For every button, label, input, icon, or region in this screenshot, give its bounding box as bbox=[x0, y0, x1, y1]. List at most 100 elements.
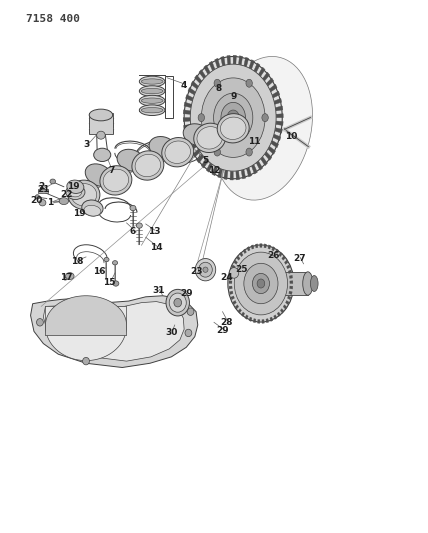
Text: 4: 4 bbox=[181, 81, 187, 90]
Ellipse shape bbox=[257, 279, 265, 288]
Ellipse shape bbox=[190, 64, 276, 171]
Polygon shape bbox=[233, 55, 236, 64]
Polygon shape bbox=[209, 61, 215, 70]
Ellipse shape bbox=[141, 108, 163, 113]
Text: 21: 21 bbox=[37, 185, 50, 194]
Text: 19: 19 bbox=[73, 209, 86, 218]
Polygon shape bbox=[268, 147, 276, 154]
Polygon shape bbox=[214, 56, 312, 200]
Polygon shape bbox=[188, 87, 195, 95]
Text: 30: 30 bbox=[165, 328, 178, 337]
Polygon shape bbox=[253, 319, 256, 323]
Ellipse shape bbox=[214, 93, 253, 142]
Text: 7158 400: 7158 400 bbox=[26, 14, 80, 24]
Polygon shape bbox=[227, 55, 231, 64]
Polygon shape bbox=[195, 75, 202, 83]
Polygon shape bbox=[280, 309, 284, 313]
Polygon shape bbox=[272, 247, 275, 251]
Polygon shape bbox=[267, 78, 273, 86]
Text: 25: 25 bbox=[235, 265, 248, 273]
Polygon shape bbox=[262, 319, 264, 324]
Ellipse shape bbox=[69, 187, 82, 197]
Polygon shape bbox=[231, 296, 235, 300]
Ellipse shape bbox=[135, 154, 160, 177]
Polygon shape bbox=[236, 171, 240, 180]
Polygon shape bbox=[286, 265, 290, 269]
Polygon shape bbox=[187, 138, 194, 144]
Polygon shape bbox=[270, 84, 277, 92]
Polygon shape bbox=[197, 155, 204, 163]
Ellipse shape bbox=[50, 179, 56, 184]
Text: 10: 10 bbox=[285, 132, 297, 141]
Text: 26: 26 bbox=[268, 252, 280, 260]
Text: 6: 6 bbox=[130, 228, 136, 237]
Ellipse shape bbox=[36, 319, 43, 326]
Polygon shape bbox=[240, 252, 243, 257]
Ellipse shape bbox=[68, 180, 100, 209]
Ellipse shape bbox=[253, 273, 270, 294]
Polygon shape bbox=[206, 163, 212, 172]
Polygon shape bbox=[249, 60, 255, 69]
Ellipse shape bbox=[140, 105, 165, 116]
Ellipse shape bbox=[84, 205, 101, 216]
Text: 23: 23 bbox=[191, 268, 203, 276]
Ellipse shape bbox=[214, 79, 220, 87]
Text: 24: 24 bbox=[220, 273, 233, 281]
Polygon shape bbox=[232, 265, 235, 269]
Polygon shape bbox=[191, 81, 198, 89]
Polygon shape bbox=[43, 302, 184, 361]
Polygon shape bbox=[254, 63, 260, 72]
Polygon shape bbox=[282, 256, 285, 260]
Ellipse shape bbox=[184, 56, 282, 179]
Polygon shape bbox=[247, 247, 250, 251]
Polygon shape bbox=[183, 118, 190, 122]
Text: 31: 31 bbox=[152, 286, 165, 295]
Polygon shape bbox=[289, 291, 292, 295]
Ellipse shape bbox=[220, 117, 246, 140]
Ellipse shape bbox=[174, 298, 181, 307]
Polygon shape bbox=[183, 110, 190, 114]
Ellipse shape bbox=[195, 259, 216, 281]
Ellipse shape bbox=[117, 149, 145, 171]
Ellipse shape bbox=[137, 223, 143, 228]
Polygon shape bbox=[184, 102, 191, 108]
Ellipse shape bbox=[141, 88, 163, 94]
Polygon shape bbox=[258, 319, 260, 324]
Polygon shape bbox=[234, 260, 238, 264]
Polygon shape bbox=[275, 128, 282, 133]
Polygon shape bbox=[189, 143, 197, 151]
Ellipse shape bbox=[113, 281, 119, 286]
Text: 17: 17 bbox=[60, 273, 73, 281]
Ellipse shape bbox=[140, 86, 165, 96]
Polygon shape bbox=[264, 244, 267, 248]
Text: 9: 9 bbox=[230, 92, 236, 101]
Ellipse shape bbox=[197, 127, 223, 149]
Text: 19: 19 bbox=[67, 182, 80, 191]
Polygon shape bbox=[229, 281, 232, 284]
Polygon shape bbox=[238, 309, 241, 313]
Polygon shape bbox=[277, 312, 281, 317]
Text: 11: 11 bbox=[248, 137, 261, 146]
Text: 7: 7 bbox=[108, 166, 115, 175]
Polygon shape bbox=[199, 70, 206, 78]
Ellipse shape bbox=[162, 138, 194, 167]
Text: 29: 29 bbox=[180, 288, 193, 297]
Polygon shape bbox=[233, 301, 236, 305]
Bar bbox=[270, 272, 308, 295]
Ellipse shape bbox=[234, 252, 288, 315]
Polygon shape bbox=[38, 189, 48, 193]
Ellipse shape bbox=[199, 262, 212, 277]
Polygon shape bbox=[268, 245, 271, 249]
Text: 5: 5 bbox=[202, 156, 208, 165]
Ellipse shape bbox=[82, 200, 103, 216]
Polygon shape bbox=[201, 159, 208, 168]
Ellipse shape bbox=[140, 95, 165, 106]
Ellipse shape bbox=[214, 148, 220, 156]
Polygon shape bbox=[230, 291, 233, 295]
Text: 1: 1 bbox=[47, 198, 53, 207]
Ellipse shape bbox=[100, 166, 132, 195]
Polygon shape bbox=[273, 315, 277, 319]
Polygon shape bbox=[265, 152, 272, 160]
Polygon shape bbox=[244, 57, 249, 67]
Ellipse shape bbox=[183, 124, 211, 146]
